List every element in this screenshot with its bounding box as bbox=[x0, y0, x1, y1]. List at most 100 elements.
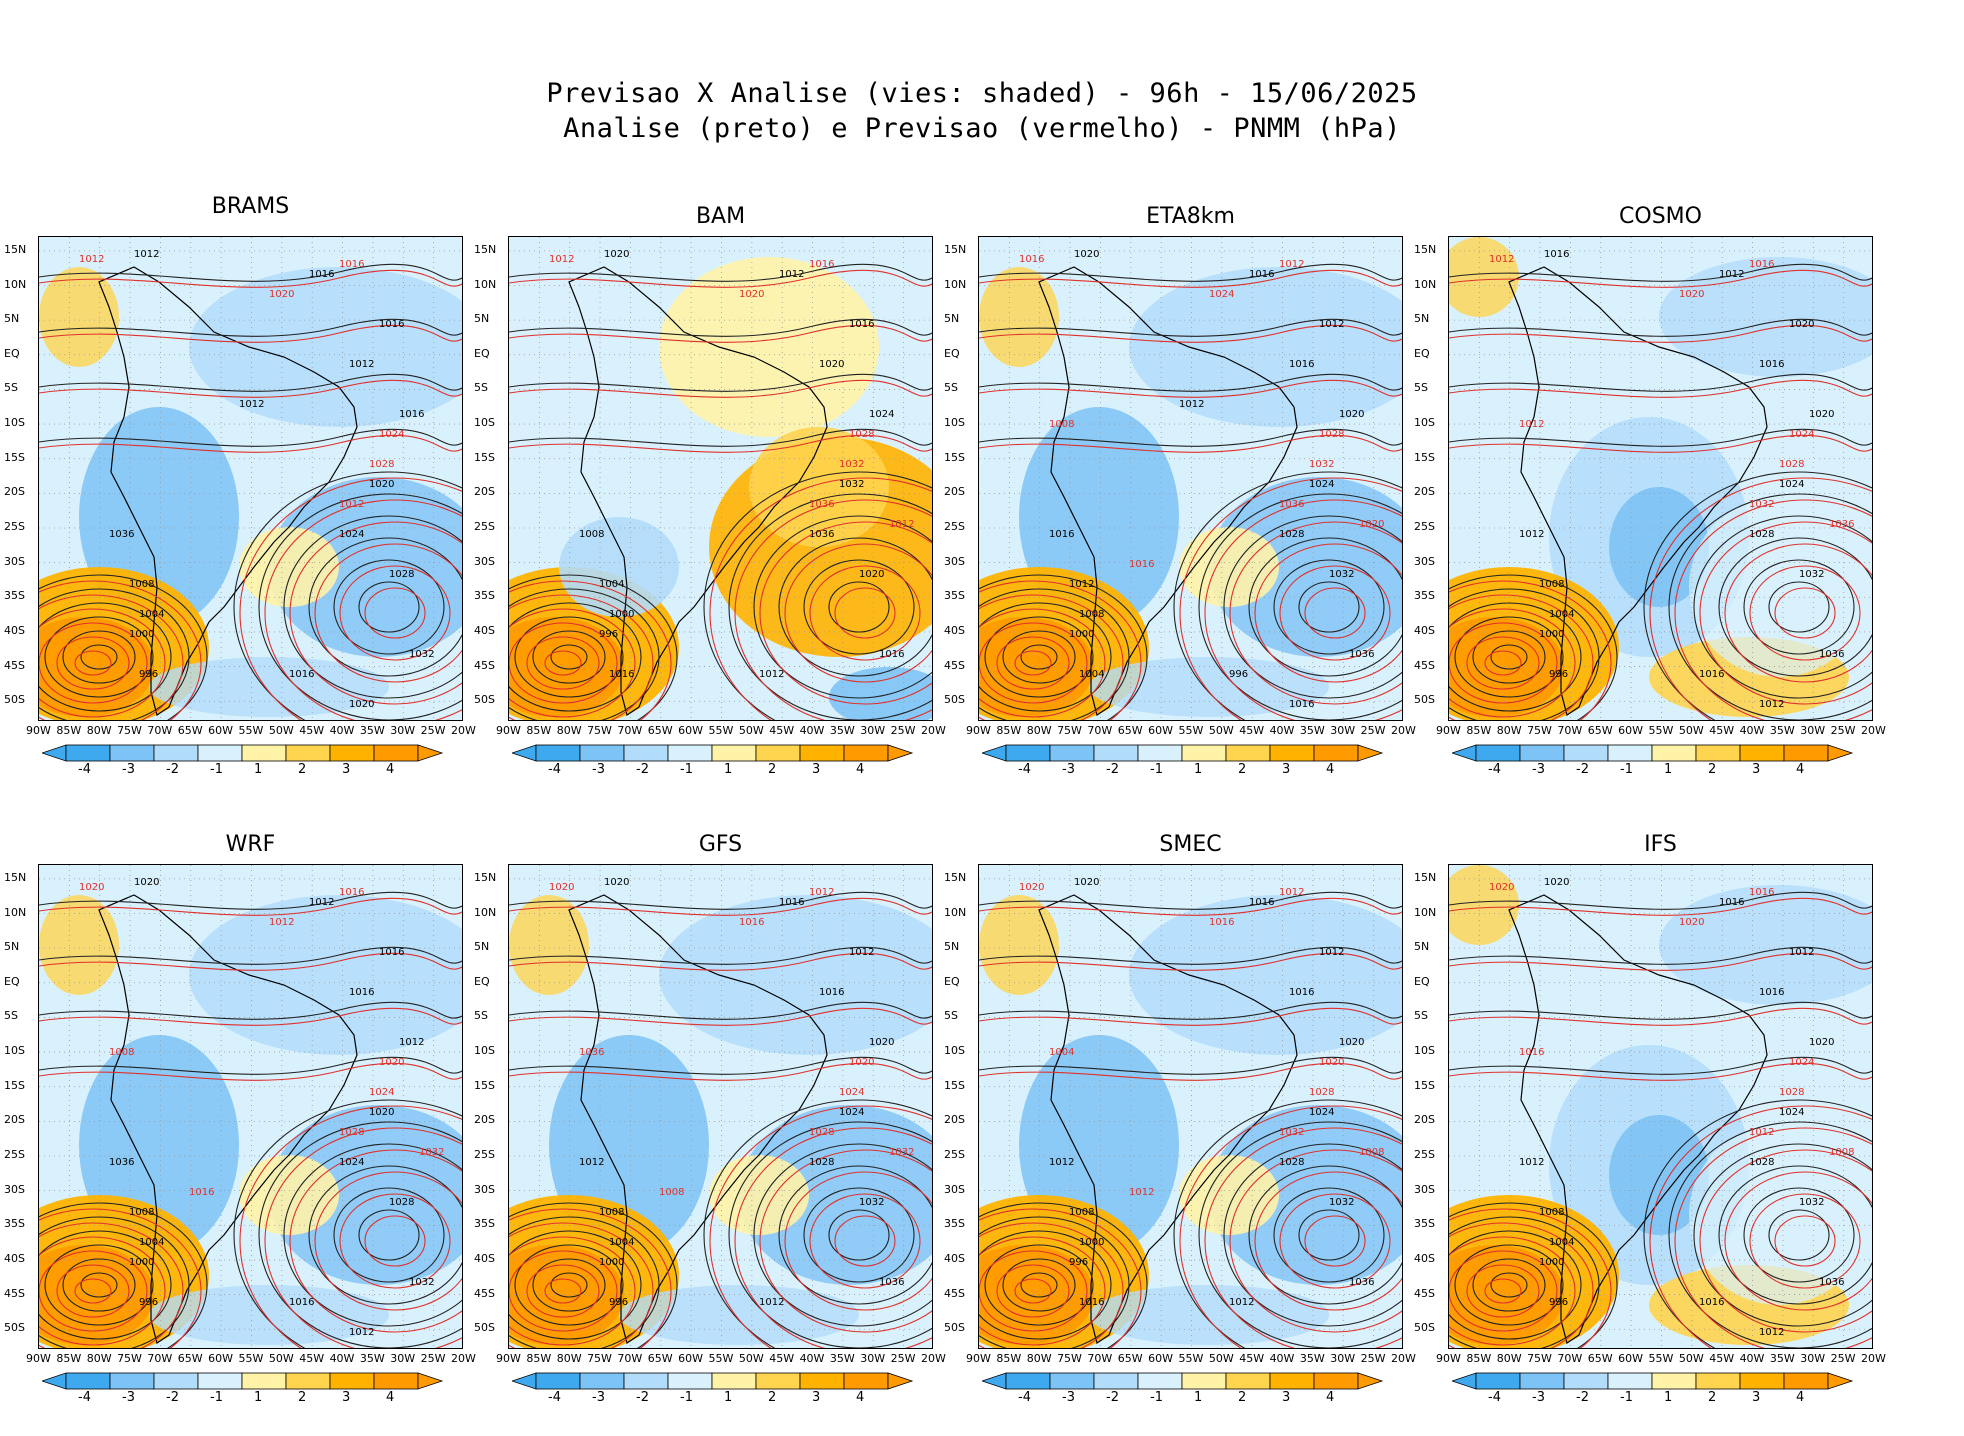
colorbar-tick: -4 bbox=[1018, 1390, 1031, 1405]
lon-label: 85W bbox=[996, 724, 1022, 737]
analysis-isobars bbox=[39, 891, 462, 1348]
colorbar bbox=[982, 744, 1384, 762]
isobar-label-forecast: 1028 bbox=[339, 1127, 364, 1138]
lon-label: 80W bbox=[86, 724, 112, 737]
isobar-label-forecast: 1032 bbox=[839, 459, 864, 470]
isobar-label-forecast: 1020 bbox=[1489, 882, 1514, 893]
isobar-label-analysis: 1020 bbox=[1789, 319, 1814, 330]
colorbar-tick: -4 bbox=[78, 762, 91, 777]
lon-label: 45W bbox=[769, 724, 795, 737]
lat-label: 5S bbox=[944, 1009, 958, 1023]
analysis-isobars bbox=[979, 263, 1402, 720]
colorbar-tick: 4 bbox=[1796, 762, 1805, 777]
isobar-label-forecast: 1028 bbox=[1309, 1087, 1334, 1098]
lat-label: 10N bbox=[4, 277, 27, 291]
colorbar-tick: -2 bbox=[636, 1390, 649, 1405]
lon-label: 55W bbox=[1648, 1352, 1674, 1365]
colorbar-tick: 1 bbox=[1194, 762, 1203, 777]
isobar-label-forecast: 1020 bbox=[1359, 519, 1384, 530]
lon-label: 50W bbox=[738, 1352, 764, 1365]
lat-label: EQ bbox=[944, 974, 960, 988]
isobar-label-analysis: 1012 bbox=[1049, 1157, 1074, 1168]
isobar-label-forecast: 1012 bbox=[1519, 419, 1544, 430]
lat-label: 15S bbox=[474, 450, 495, 464]
lon-label: 30W bbox=[860, 1352, 886, 1365]
colorbar-tick: 1 bbox=[254, 762, 263, 777]
lon-label: 25W bbox=[420, 1352, 446, 1365]
lon-label: 85W bbox=[996, 1352, 1022, 1365]
analysis-isobars bbox=[39, 263, 462, 720]
analysis-isobars bbox=[1449, 891, 1872, 1348]
isobar-label-analysis: 996 bbox=[1549, 1297, 1568, 1308]
isobar-label-forecast: 1024 bbox=[1789, 1057, 1814, 1068]
isobar-label-forecast: 1020 bbox=[269, 289, 294, 300]
lat-label: 15N bbox=[944, 870, 967, 884]
lat-label: 10S bbox=[474, 1044, 495, 1058]
colorbar-tick: 3 bbox=[812, 1390, 821, 1405]
isobar-label-analysis: 1032 bbox=[1799, 1197, 1824, 1208]
lat-label: 15S bbox=[1414, 1078, 1435, 1092]
panel-title: ETA8km bbox=[1146, 204, 1235, 229]
isobar-label-analysis: 1036 bbox=[809, 529, 834, 540]
colorbar-tick: 2 bbox=[1238, 1390, 1247, 1405]
isobar-label-analysis: 1028 bbox=[389, 569, 414, 580]
isobar-label-analysis: 1016 bbox=[1249, 897, 1274, 908]
isobar-label-analysis: 1004 bbox=[139, 1237, 164, 1248]
coastline bbox=[1038, 894, 1298, 1344]
lon-label: 20W bbox=[1861, 724, 1886, 737]
isobar-label-analysis: 1024 bbox=[839, 1107, 864, 1118]
isobar-label-analysis: 1032 bbox=[409, 649, 434, 660]
isobar-label-analysis: 1024 bbox=[339, 529, 364, 540]
lat-label: 10S bbox=[1414, 1044, 1435, 1058]
lat-label: 40S bbox=[1414, 1251, 1435, 1265]
colorbar-tick: 4 bbox=[1326, 1390, 1335, 1405]
isobar-label-analysis: 1016 bbox=[289, 1297, 314, 1308]
colorbar-tick: -4 bbox=[1488, 762, 1501, 777]
isobar-label-analysis: 1000 bbox=[1079, 1237, 1104, 1248]
isobar-label-forecast: 1036 bbox=[809, 499, 834, 510]
lon-label: 85W bbox=[526, 724, 552, 737]
isobar-label-forecast: 1036 bbox=[579, 1047, 604, 1058]
lat-label: 50S bbox=[944, 1321, 965, 1335]
isobar-label-analysis: 1036 bbox=[879, 1277, 904, 1288]
isobar-label-forecast: 1016 bbox=[339, 887, 364, 898]
colorbar-tick: 3 bbox=[812, 762, 821, 777]
isobar-label-analysis: 1016 bbox=[819, 987, 844, 998]
forecast-isobars bbox=[509, 897, 932, 1348]
isobar-label-forecast: 1008 bbox=[659, 1187, 684, 1198]
lat-label: 15S bbox=[944, 450, 965, 464]
colorbar-tick: -2 bbox=[1106, 1390, 1119, 1405]
lon-label: 50W bbox=[1208, 1352, 1234, 1365]
isobar-label-analysis: 1016 bbox=[779, 897, 804, 908]
isobar-label-analysis: 1020 bbox=[1339, 409, 1364, 420]
colorbar-tick: 4 bbox=[386, 1390, 395, 1405]
isobar-label-analysis: 996 bbox=[599, 629, 618, 640]
lat-label: 40S bbox=[1414, 623, 1435, 637]
colorbar-tick: -4 bbox=[548, 1390, 561, 1405]
lon-label: 60W bbox=[1618, 1352, 1644, 1365]
isobar-label-analysis: 1012 bbox=[779, 269, 804, 280]
isobar-label-analysis: 1016 bbox=[349, 987, 374, 998]
lat-label: 40S bbox=[944, 623, 965, 637]
lon-label: 70W bbox=[147, 1352, 173, 1365]
colorbar-tick: -3 bbox=[1532, 1390, 1545, 1405]
isobar-label-forecast: 1020 bbox=[1319, 1057, 1344, 1068]
lat-label: 50S bbox=[4, 1321, 25, 1335]
lon-label: 40W bbox=[329, 1352, 355, 1365]
isobar-label-analysis: 1016 bbox=[1699, 1297, 1724, 1308]
isobar-label-analysis: 1024 bbox=[1779, 1107, 1804, 1118]
lat-label: 35S bbox=[944, 589, 965, 603]
lat-label: 35S bbox=[4, 589, 25, 603]
panel-title: SMEC bbox=[1159, 832, 1222, 857]
isobar-label-analysis: 1016 bbox=[1079, 1297, 1104, 1308]
colorbar bbox=[42, 744, 444, 762]
lon-label: 25W bbox=[420, 724, 446, 737]
isobar-label-analysis: 1012 bbox=[1319, 319, 1344, 330]
lat-label: 10S bbox=[4, 1044, 25, 1058]
lon-label: 25W bbox=[890, 1352, 916, 1365]
isobar-label-analysis: 1004 bbox=[609, 1237, 634, 1248]
lat-label: 30S bbox=[1414, 554, 1435, 568]
lat-label: 25S bbox=[1414, 1148, 1435, 1161]
isobar-label-forecast: 1028 bbox=[809, 1127, 834, 1138]
lat-label: 25S bbox=[944, 1148, 965, 1161]
